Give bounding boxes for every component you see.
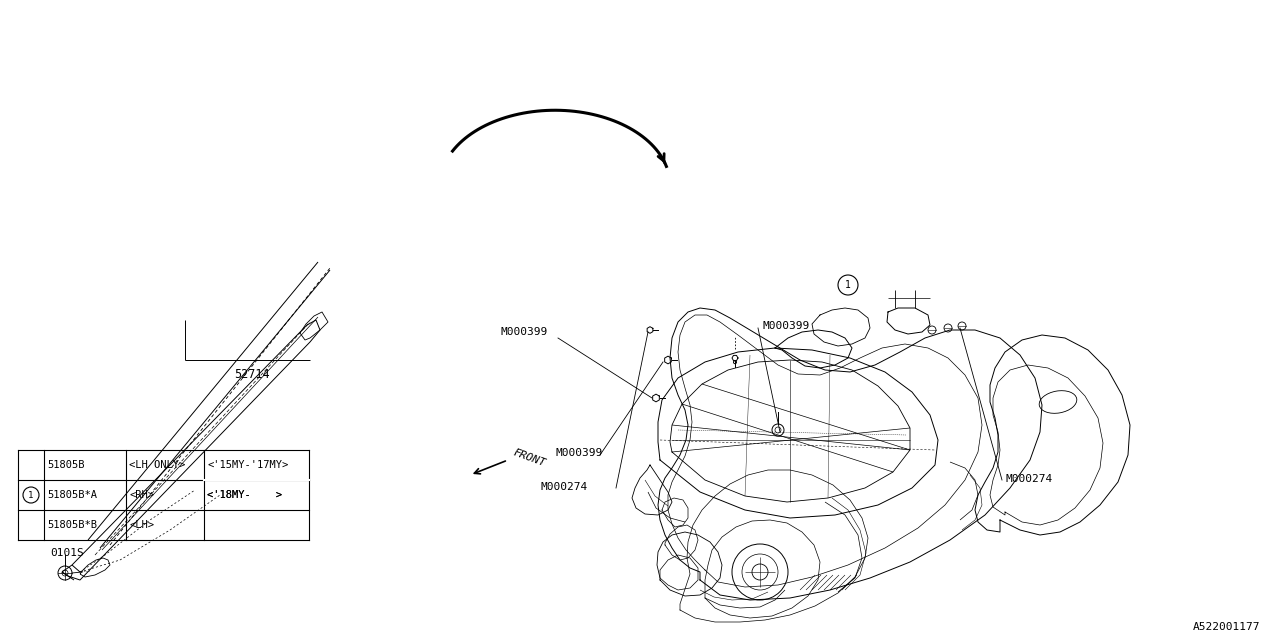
Text: 52714: 52714	[234, 368, 270, 381]
Text: 51805B: 51805B	[47, 460, 84, 470]
Text: <'15MY-'17MY>: <'15MY-'17MY>	[207, 460, 288, 470]
Text: <LH>: <LH>	[129, 520, 154, 530]
Text: <LH ONLY>: <LH ONLY>	[129, 460, 186, 470]
Text: <'18MY-    >: <'18MY- >	[207, 490, 282, 500]
Text: <RH>: <RH>	[129, 490, 154, 500]
Text: M000274: M000274	[540, 482, 588, 492]
Text: 51805B*A: 51805B*A	[47, 490, 97, 500]
Text: 1: 1	[28, 490, 33, 499]
Text: FRONT: FRONT	[512, 447, 547, 468]
Text: 1: 1	[845, 280, 851, 290]
Text: A522001177: A522001177	[1193, 622, 1260, 632]
Text: M000399: M000399	[556, 448, 603, 458]
Text: M000399: M000399	[762, 321, 809, 331]
Text: M000274: M000274	[1005, 474, 1052, 484]
Text: <'18MY-    >: <'18MY- >	[207, 490, 282, 500]
Text: M000399: M000399	[500, 327, 548, 337]
Text: 0101S: 0101S	[50, 548, 83, 558]
Text: 51805B*B: 51805B*B	[47, 520, 97, 530]
